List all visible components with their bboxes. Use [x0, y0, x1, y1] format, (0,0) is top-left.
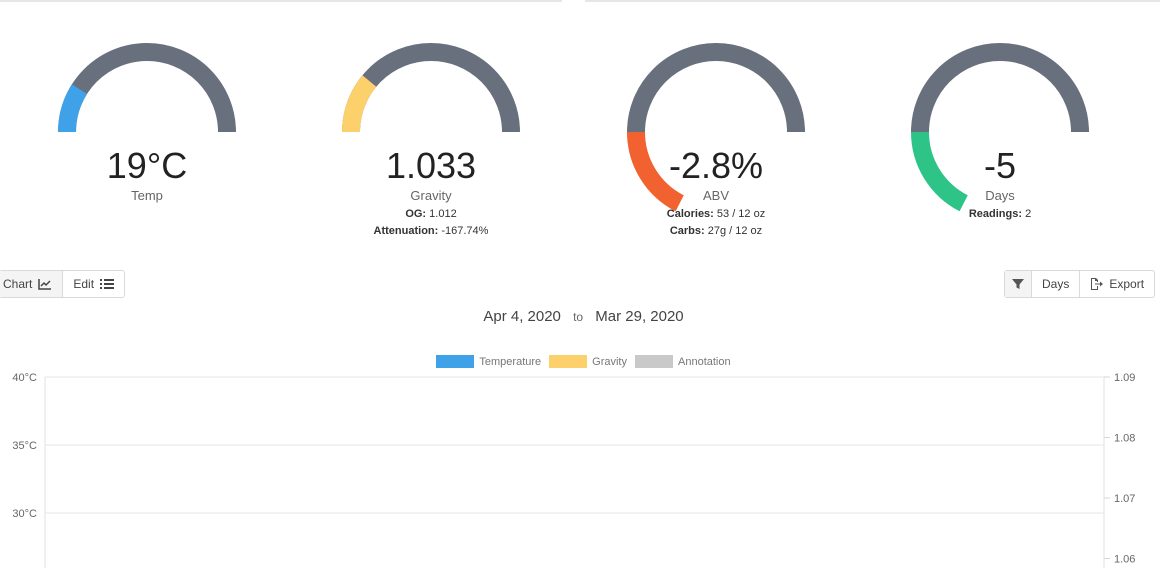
gauge-fill	[911, 131, 969, 212]
gauge-temp: 19°C Temp	[47, 40, 247, 220]
gauge-label: Temp	[131, 188, 163, 203]
chart-plot: 40°C 35°C 30°C 1.09 1.08 1.07 1.06	[12, 372, 1135, 568]
filter-button[interactable]	[1005, 271, 1031, 297]
y-left-tick-label: 35°C	[12, 440, 37, 452]
attenuation-key: Attenuation:	[373, 225, 439, 237]
y-left-tick-label: 30°C	[12, 508, 37, 520]
gauge-fill	[342, 75, 377, 133]
legend-item-temperature[interactable]: Temperature	[436, 355, 541, 368]
y-left-tick-label: 40°C	[12, 372, 37, 384]
carbs-key: Carbs:	[669, 225, 705, 237]
gauge-track	[627, 43, 805, 133]
date-start[interactable]: Apr 4, 2020	[483, 308, 561, 325]
y-right-tick-label: 1.09	[1114, 372, 1135, 384]
gauge-gravity: 1.033 Gravity OG: 1.012 Attenuation: -16…	[331, 40, 531, 237]
legend-swatch	[436, 355, 475, 368]
chart-toolbar: Days Export	[1004, 270, 1156, 298]
chart-view-button[interactable]: Chart	[0, 271, 63, 297]
date-range: Apr 4, 2020 to Mar 29, 2020	[0, 308, 1167, 325]
gauge-track	[911, 43, 1089, 133]
legend-item-gravity[interactable]: Gravity	[549, 355, 627, 368]
gauge-value: -5	[983, 145, 1016, 186]
export-icon	[1091, 278, 1104, 290]
y-right-tick-label: 1.08	[1114, 433, 1135, 445]
export-label: Export	[1109, 277, 1145, 291]
gauge-track	[342, 43, 520, 133]
og-key: OG:	[405, 208, 427, 220]
gauge-arc	[58, 43, 236, 133]
readings-key: Readings:	[968, 208, 1022, 220]
days-button[interactable]: Days	[1031, 271, 1079, 297]
export-button[interactable]: Export	[1079, 271, 1154, 297]
gauge-label: Days	[985, 188, 1015, 203]
gauge-label: ABV	[702, 188, 729, 203]
legend-swatch	[635, 355, 673, 368]
calories-key: Calories:	[666, 208, 714, 220]
top-border-left	[0, 0, 562, 2]
legend-item-annotation[interactable]: Annotation	[635, 355, 731, 368]
days-label: Days	[1042, 277, 1070, 291]
gauge-label: Gravity	[410, 188, 452, 203]
gauge-value: -2.8%	[668, 145, 764, 186]
gauge-arc	[911, 43, 1089, 212]
carbs-value: 27g / 12 oz	[707, 225, 763, 237]
view-toggle: Chart Edit	[0, 270, 126, 298]
gauge-abv: -2.8% ABV Calories: 53 / 12 oz Carbs: 27…	[616, 40, 816, 237]
gauge-value: 19°C	[106, 145, 188, 186]
filter-icon	[1012, 279, 1024, 289]
legend-swatch	[549, 355, 588, 368]
line-chart-icon	[38, 279, 52, 290]
edit-view-button[interactable]: Edit	[62, 271, 124, 297]
gauge-arc	[342, 43, 520, 133]
gauge-fill	[58, 84, 88, 133]
date-separator: to	[573, 310, 584, 324]
edit-view-label: Edit	[73, 277, 95, 291]
gauge-meta: Readings: 2	[900, 206, 1100, 223]
list-icon	[100, 279, 115, 289]
gauge-arc	[627, 43, 805, 212]
og-value: 1.012	[429, 208, 457, 220]
calories-value: 53 / 12 oz	[716, 208, 766, 220]
gauge-value: 1.033	[385, 145, 477, 186]
gauge-track	[58, 43, 236, 133]
gauge-fill	[627, 131, 685, 212]
y-right-tick-label: 1.06	[1114, 554, 1135, 566]
top-border-right	[585, 0, 1160, 2]
readings-value: 2	[1025, 208, 1032, 220]
gauge-meta: Calories: 53 / 12 oz Carbs: 27g / 12 oz	[616, 206, 816, 240]
legend-label: Gravity	[592, 355, 627, 368]
chart-legend: Temperature Gravity Annotation	[0, 355, 1167, 368]
legend-label: Temperature	[479, 355, 542, 368]
date-end[interactable]: Mar 29, 2020	[595, 308, 684, 325]
legend-label: Annotation	[678, 355, 731, 368]
attenuation-value: -167.74%	[441, 225, 489, 237]
gauge-days: -5 Days Readings: 2	[900, 40, 1100, 220]
gauge-meta: OG: 1.012 Attenuation: -167.74%	[331, 206, 531, 240]
chart-view-label: Chart	[3, 277, 33, 291]
y-right-tick-label: 1.07	[1114, 493, 1135, 505]
